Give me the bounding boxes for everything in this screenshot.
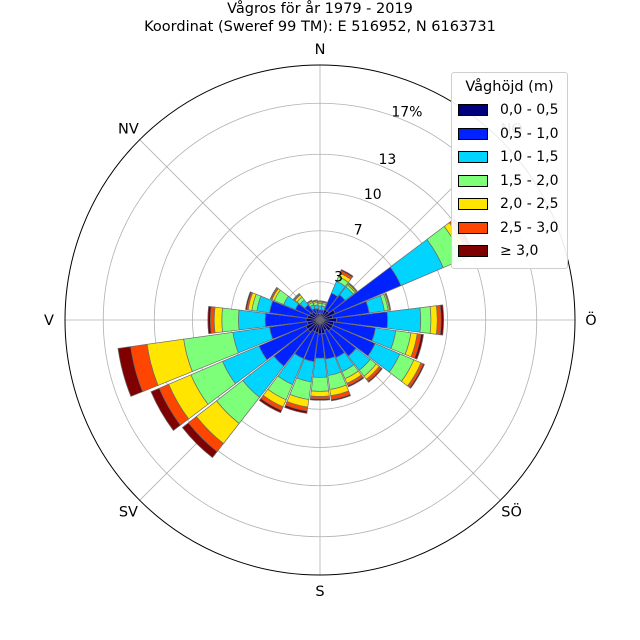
direction-label: V — [44, 313, 54, 329]
rose-bar-segment — [150, 387, 181, 431]
rose-bar-segment — [181, 422, 218, 459]
rose-sector — [319, 319, 383, 383]
rose-sector — [181, 319, 321, 459]
legend: Våghöjd (m) 0,0 - 0,5 0,5 - 1,0 1,0 - 1,5 1… — [451, 72, 568, 269]
outer-frame — [64, 64, 576, 576]
chart-title: Vågros för år 1979 - 2019 Koordinat (Swe… — [0, 0, 640, 36]
direction-label: Ö — [585, 311, 596, 329]
rose-bar-segment — [317, 300, 323, 303]
direction-label: NV — [118, 121, 139, 137]
radial-tick-label: 3 — [334, 270, 343, 286]
rose-sector — [319, 319, 352, 402]
rose-sector — [319, 319, 424, 360]
rose-bar-segment — [309, 398, 331, 401]
rose-bar-segment — [414, 333, 424, 360]
rose-bar-segment — [311, 299, 318, 303]
rose-bar-segment — [221, 307, 240, 333]
polar-labels: NNOÖSÖSSVVNV37101317% — [44, 42, 597, 600]
rose-bar-segment — [238, 309, 266, 331]
rose-bar-segment — [347, 376, 365, 388]
rose-sector — [319, 292, 392, 321]
rose-bar-segment — [213, 306, 223, 334]
rose-bar-segment — [310, 390, 330, 397]
legend-swatch — [458, 104, 488, 116]
rose-sector — [284, 319, 321, 414]
legend-swatch — [458, 174, 488, 187]
rose-bar-segment — [207, 305, 212, 335]
legend-label: ≥ 3,0 — [500, 243, 539, 259]
rose-bar-segment — [245, 291, 252, 311]
rose-sector — [117, 319, 321, 397]
legend-label: 2,0 - 2,5 — [500, 196, 559, 212]
rose-bar-segment — [348, 282, 358, 292]
grid-spoke — [139, 139, 321, 321]
rose-sector — [311, 299, 321, 321]
rose-bar-segment — [117, 346, 144, 397]
rose-sector — [306, 299, 321, 321]
rose-bar-segment — [429, 305, 438, 335]
rose-bar-segment — [306, 299, 313, 304]
radial-tick-label: 10 — [364, 187, 382, 203]
rose-bar-segment — [312, 357, 328, 378]
legend-title: Våghöjd (m) — [465, 79, 554, 95]
legend-label: 2,5 - 3,0 — [500, 219, 559, 236]
radial-tick-label: 13 — [378, 152, 396, 168]
rose-bar-segment — [340, 269, 354, 278]
rose-sector — [207, 305, 321, 335]
rose-bar-segment — [409, 363, 425, 389]
rose-bar-segment — [258, 397, 283, 414]
chart-title-line-2: Koordinat (Sweref 99 TM): E 516952, N 61… — [144, 19, 496, 35]
legend-swatch — [458, 127, 488, 140]
legend-label: 1,0 - 1,5 — [500, 149, 559, 165]
rose-sector — [319, 282, 358, 321]
rose-sector — [319, 319, 365, 388]
legend-label: 0,0 - 0,5 — [500, 102, 559, 118]
rose-sector — [319, 319, 425, 389]
legend-label: 0,5 - 1,0 — [500, 125, 559, 142]
rose-sector — [319, 304, 445, 336]
rose-bar-segment — [269, 286, 278, 300]
direction-label: N — [315, 42, 326, 58]
legend-swatch — [458, 221, 488, 234]
rose-bar-segment — [330, 394, 352, 402]
legend-label: 1,5 - 2,0 — [500, 172, 559, 189]
rose-bar-segment — [386, 307, 422, 333]
rose-bar-segment — [385, 292, 392, 311]
radial-tick-label: 7 — [354, 223, 363, 239]
direction-label: SÖ — [501, 503, 522, 521]
radial-tick-label: 17% — [391, 105, 422, 121]
rose-bar-segment — [310, 376, 330, 392]
rose-bar-segment — [367, 367, 383, 383]
direction-label: SV — [119, 505, 138, 521]
rose-bar-segment — [439, 304, 445, 336]
chart-title-line-1: Vågros för år 1979 - 2019 — [227, 1, 413, 17]
direction-label: S — [315, 584, 324, 600]
rose-bars — [117, 218, 476, 459]
rose-sector — [258, 319, 321, 414]
rose-sector — [245, 291, 321, 321]
rose-bar-segment — [292, 292, 301, 301]
rose-bar-segment — [284, 404, 308, 414]
rose-sector — [150, 319, 321, 431]
legend-swatch — [458, 245, 488, 257]
rose-bar-segment — [419, 306, 432, 334]
legend-swatch — [458, 198, 488, 210]
rose-sector — [319, 269, 354, 321]
rose-sector — [309, 319, 331, 401]
legend-swatch — [458, 151, 488, 163]
